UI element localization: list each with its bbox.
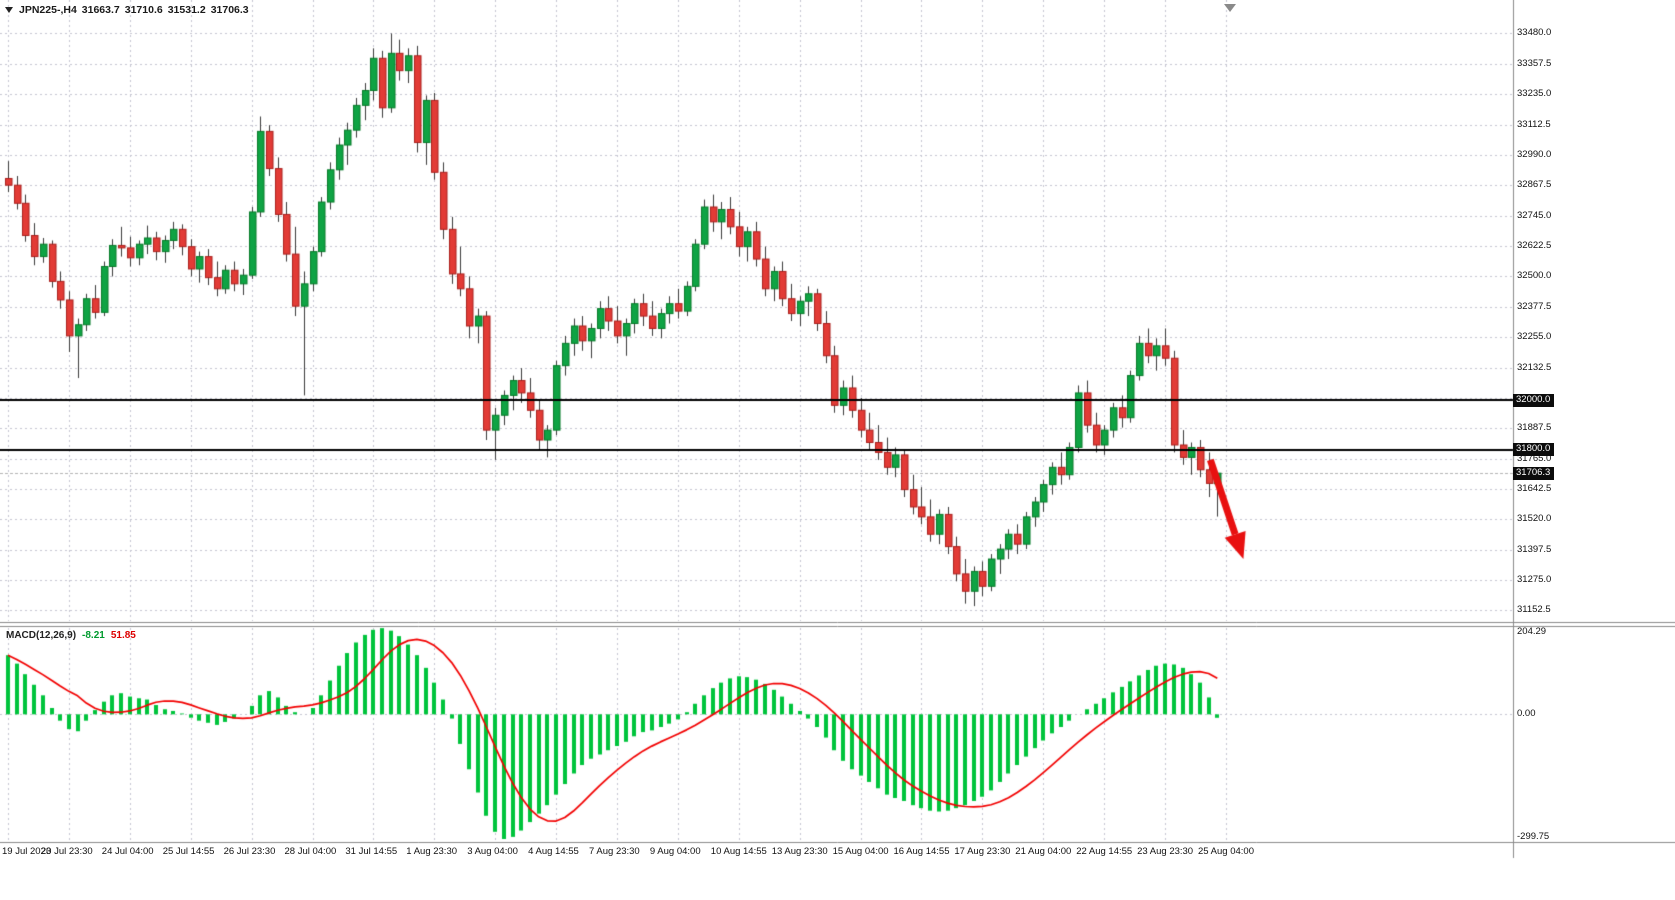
time-axis-label: 25 Aug 04:00 bbox=[1198, 846, 1254, 857]
time-axis-label: 3 Aug 04:00 bbox=[467, 846, 518, 857]
time-axis-label: 26 Jul 23:30 bbox=[223, 846, 276, 857]
time-axis-label: 9 Aug 04:00 bbox=[649, 846, 701, 857]
macd-value: -8.21 bbox=[82, 630, 105, 641]
price-tick-label: 31397.5 bbox=[1517, 543, 1552, 555]
time-axis-label: 24 Jul 04:00 bbox=[101, 846, 154, 857]
time-axis-label: 10 Aug 14:55 bbox=[710, 846, 767, 857]
time-axis-label: 21 Aug 04:00 bbox=[1015, 846, 1072, 857]
chart-shift-marker[interactable] bbox=[1224, 4, 1237, 12]
price-tick-label: 31520.0 bbox=[1517, 513, 1552, 525]
time-axis-label: 13 Aug 23:30 bbox=[771, 846, 828, 857]
ohlc-high: 31710.6 bbox=[124, 4, 163, 16]
macd-indicator-label: MACD(12,26,9) -8.21 51.85 bbox=[6, 630, 136, 641]
macd-title: MACD(12,26,9) bbox=[6, 630, 77, 641]
macd-signal-value: 51.85 bbox=[110, 630, 136, 641]
price-tick-label: 31152.5 bbox=[1517, 604, 1551, 616]
price-tick-label: 32255.0 bbox=[1517, 331, 1552, 343]
price-tick-label: 32132.5 bbox=[1517, 361, 1552, 373]
symbol-header: JPN225-,H4 31663.7 31710.6 31531.2 31706… bbox=[5, 4, 249, 16]
time-axis-label: 23 Aug 23:30 bbox=[1137, 846, 1194, 857]
ohlc-close: 31706.3 bbox=[210, 4, 249, 16]
price-tick-label: 31275.0 bbox=[1517, 574, 1552, 586]
price-tick-label: 33357.5 bbox=[1517, 57, 1552, 69]
symbol-dropdown-icon[interactable] bbox=[5, 7, 13, 13]
time-axis-label: 19 Jul 2023 bbox=[2, 846, 52, 857]
time-axis-label: 1 Aug 23:30 bbox=[406, 846, 458, 857]
ohlc-open: 31663.7 bbox=[81, 4, 120, 16]
macd-tick-label: -299.75 bbox=[1517, 831, 1550, 842]
time-axis-label: 28 Jul 04:00 bbox=[284, 846, 337, 857]
time-axis-label: 16 Aug 14:55 bbox=[893, 846, 950, 857]
price-tick-label: 32500.0 bbox=[1517, 270, 1552, 282]
time-axis-label: 4 Aug 14:55 bbox=[528, 846, 579, 857]
price-tick-label: 32745.0 bbox=[1517, 209, 1552, 221]
current-price-badge: 31706.3 bbox=[1513, 466, 1555, 480]
price-tick-label: 31642.5 bbox=[1517, 482, 1552, 494]
hline-price-badge: 31800.0 bbox=[1513, 443, 1555, 457]
time-axis-label: 22 Aug 14:55 bbox=[1076, 846, 1133, 857]
price-tick-label: 32622.5 bbox=[1517, 240, 1552, 252]
price-tick-label: 33112.5 bbox=[1517, 118, 1551, 130]
price-tick-label: 32990.0 bbox=[1517, 148, 1552, 160]
time-axis-label: 31 Jul 14:55 bbox=[345, 846, 398, 857]
time-axis-label: 15 Aug 04:00 bbox=[832, 846, 889, 857]
macd-tick-label: 204.29 bbox=[1517, 626, 1547, 637]
symbol-title: JPN225-,H4 bbox=[19, 4, 77, 16]
time-axis-label: 25 Jul 14:55 bbox=[162, 846, 215, 857]
price-tick-label: 33480.0 bbox=[1517, 27, 1552, 39]
hline-price-badge: 32000.0 bbox=[1513, 393, 1555, 407]
price-tick-label: 31887.5 bbox=[1517, 422, 1552, 434]
macd-tick-label: 0.00 bbox=[1517, 708, 1536, 720]
time-axis-label: 7 Aug 23:30 bbox=[589, 846, 640, 857]
price-tick-label: 31765.0 bbox=[1517, 452, 1552, 464]
time-axis-label: 17 Aug 23:30 bbox=[954, 846, 1011, 857]
ohlc-low: 31531.2 bbox=[167, 4, 206, 16]
price-tick-label: 32377.5 bbox=[1517, 300, 1552, 312]
price-tick-label: 33235.0 bbox=[1517, 88, 1552, 100]
time-axis-label: 20 Jul 23:30 bbox=[40, 846, 93, 857]
price-tick-label: 32867.5 bbox=[1517, 179, 1552, 191]
